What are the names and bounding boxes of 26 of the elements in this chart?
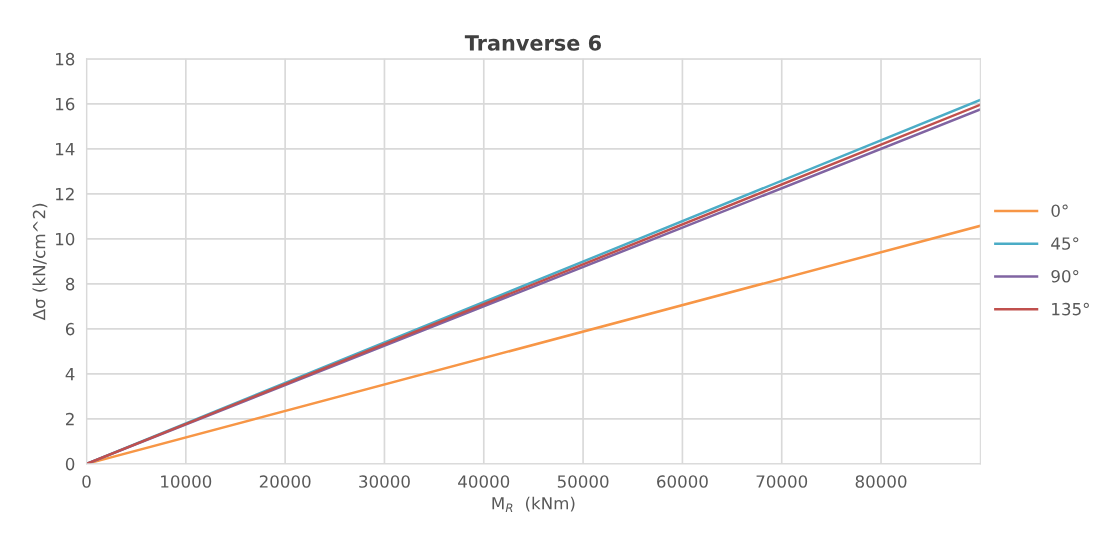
- legend-label: 0°: [1051, 204, 1068, 217]
- x-tick-label: 30000: [359, 475, 410, 488]
- x-tick-label: 10000: [161, 475, 212, 488]
- y-tick-label: 14: [56, 143, 75, 156]
- y-tick-label: 4: [65, 368, 75, 381]
- chart-title: Tranverse 6: [464, 35, 601, 51]
- y-tick-label: 10: [56, 232, 75, 246]
- x-tick-label: 60000: [657, 475, 708, 488]
- x-tick-label: 50000: [557, 475, 609, 488]
- x-tick-label: 40000: [458, 475, 510, 488]
- y-tick-label: 16: [56, 97, 75, 111]
- y-tick-label: 2: [66, 412, 74, 426]
- y-tick-label: 12: [56, 187, 74, 201]
- x-axis-title: M$_{R}$ (kNm): [492, 496, 575, 513]
- x-tick-label: 70000: [756, 475, 808, 488]
- y-tick-label: 18: [56, 52, 75, 66]
- y-axis-title: Δσ (kN/cm^2): [32, 203, 48, 321]
- y-tick-label: 8: [65, 277, 75, 291]
- legend-label: 90°: [1051, 269, 1079, 283]
- legend-label: 135°: [1052, 302, 1089, 316]
- y-tick-label: 6: [65, 322, 75, 336]
- x-tick-label: 80000: [855, 475, 907, 488]
- legend-label: 45°: [1051, 237, 1079, 250]
- y-tick-label: 0: [65, 457, 75, 471]
- x-tick-label: 0: [82, 475, 91, 488]
- x-tick-label: 20000: [259, 475, 311, 488]
